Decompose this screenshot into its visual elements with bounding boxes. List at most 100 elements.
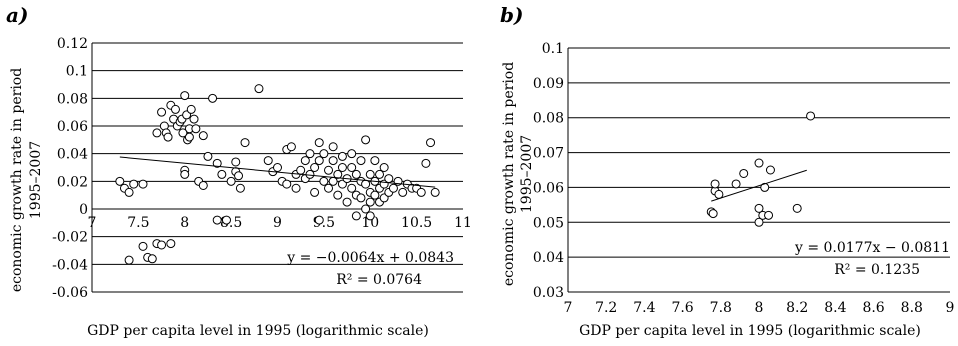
panel-b-trendline: [711, 169, 807, 202]
panel-a-data-point: [314, 138, 324, 148]
panel-a-data-point: [157, 240, 167, 250]
panel-a-data-point: [356, 156, 366, 166]
panel-a-trendline: [119, 156, 436, 188]
panel-b-y-tick-label: 0.07: [533, 146, 564, 162]
panel-a-data-point: [186, 104, 196, 114]
panel-a-equation: y = −0.0064x + 0.0843: [286, 250, 454, 266]
panel-b-label: b): [500, 3, 523, 27]
panel-b-data-point: [731, 179, 741, 189]
panel-b-y-tick-labels: 0.03 0.04 0.05 0.06 0.07 0.08 0.09 0.1: [533, 41, 564, 301]
panel-b-r-squared: R² = 0.1235: [834, 262, 920, 278]
panel-a-data-point: [416, 187, 426, 197]
panel-a-data-point: [212, 215, 222, 225]
panel-a-x-tick-label: 11: [454, 215, 472, 231]
panel-a-data-point: [365, 211, 375, 221]
panel-a-x-tick-label: 10: [361, 215, 379, 231]
panel-b-x-tick-label: 8: [755, 300, 764, 316]
panel-b-data-point: [754, 217, 764, 227]
panel-a-data-point: [347, 183, 357, 193]
panel-a-x-tick-label: 10.5: [401, 215, 432, 231]
panel-b-y-tick-label: 0.06: [533, 180, 564, 196]
panel-a-y-axis-label-line2: 1995–2007: [28, 141, 44, 219]
panel-b-x-tick-label: 8.6: [862, 300, 884, 316]
panel-a-data-point: [333, 169, 343, 179]
panel-a-data-point: [351, 211, 361, 221]
panel-b-x-tick-label: 7.2: [595, 300, 617, 316]
panel-a-data-point: [347, 163, 357, 172]
panel-a-y-axis-label-line1: economic growth rate in period: [9, 68, 25, 292]
panel-a-data-point: [361, 204, 371, 214]
panel-a-x-axis-label: GDP per capita level in 1995 (logarithmi…: [87, 323, 429, 339]
panel-b-x-tick-label: 7: [564, 300, 573, 316]
panel-a-data-point: [384, 174, 394, 184]
panel-a-data-point: [184, 132, 194, 142]
panel-a-data-point: [314, 156, 324, 166]
panel-a-data-point: [166, 239, 176, 249]
panel-a-y-tick-label: 0.12: [57, 36, 88, 52]
panel-a-data-point: [147, 254, 157, 264]
panel-b-y-axis-label-line1: economic growth rate in period: [501, 62, 517, 286]
panel-b-x-axis-label: GDP per capita level in 1995 (logarithmi…: [579, 323, 921, 339]
panel-b-x-tick-label: 8.4: [824, 300, 846, 316]
panel-b-data-point: [739, 168, 749, 178]
panel-a-x-tick-labels: 7 7.5 8 8.5 9 9.5 10 10.5 11: [88, 215, 472, 231]
panel-b-x-tick-label: 9: [946, 300, 955, 316]
panel-b-data-point: [765, 165, 775, 175]
panel-a-y-tick-label: 0.06: [57, 119, 88, 135]
panel-a-data-point: [203, 151, 213, 161]
panel-a-r-squared: R² = 0.0764: [336, 272, 422, 288]
panel-a-data-point: [337, 151, 347, 161]
panel-a-data-point: [138, 179, 148, 189]
panel-a-data-point: [333, 190, 343, 200]
panel-b-data-point: [754, 203, 764, 213]
panel-a-data-point: [375, 169, 385, 179]
panel-a-data-point: [152, 128, 162, 138]
panel-a-data-point: [421, 158, 431, 168]
panel-a-data-point: [291, 183, 301, 193]
panel-a-data-point: [170, 104, 180, 114]
panel-a-y-tick-labels: -0.06 -0.04 -0.02 0 0.02 0.04 0.06 0.08 0.1 0.12: [52, 36, 88, 301]
panel-a-data-point: [254, 84, 264, 94]
panel-a-y-tick-label: -0.02: [52, 230, 88, 246]
panel-a-data-point: [124, 187, 134, 197]
panel-a-data-point: [365, 197, 375, 207]
panel-a-data-point: [337, 163, 347, 172]
panel-a-data-point: [286, 142, 296, 152]
panel-a-data-point: [370, 190, 380, 200]
panel-a-x-tick-label: 7.5: [127, 215, 149, 231]
panel-a-data-point: [430, 187, 440, 197]
panel-a-data-point: [180, 169, 190, 179]
panel-a-data-point: [305, 149, 315, 159]
panel-a-data-point: [163, 132, 173, 142]
panel-b-data-point: [710, 179, 720, 189]
panel-b-data-point: [764, 210, 774, 220]
panel-b-y-tick-label: 0.1: [542, 41, 564, 57]
panel-a-data-point: [178, 128, 188, 138]
panel-a-data-point: [426, 138, 436, 148]
panel-a-data-point: [314, 215, 324, 225]
panel-a-data-point: [342, 197, 352, 207]
panel-a-data-point: [324, 165, 334, 175]
panel-a-data-point: [398, 187, 408, 197]
panel-b-x-tick-label: 8.2: [786, 300, 808, 316]
panel-a-data-point: [263, 156, 273, 166]
panel-b-y-tick-label: 0.05: [533, 215, 564, 231]
panel-a-y-tick-label: 0.02: [57, 174, 88, 190]
panel-a-y-tick-label: 0.1: [66, 64, 88, 80]
panel-a-y-tick-label: 0.08: [57, 91, 88, 107]
panel-a-data-point: [361, 179, 371, 189]
panel-a-data-point: [356, 193, 366, 203]
panel-a-data-point: [351, 169, 361, 179]
panel-a-data-point: [310, 163, 320, 172]
panel-a-data-point: [328, 156, 338, 166]
panel-a-data-point: [347, 149, 357, 159]
panel-a-data-point: [221, 215, 231, 225]
panel-a-x-tick-label: 7: [88, 215, 97, 231]
panel-b-y-tick-label: 0.08: [533, 111, 564, 127]
panel-a-data-point: [310, 187, 320, 197]
panel-a-data-point: [191, 124, 201, 134]
panel-a-data-point: [234, 171, 244, 181]
panel-a-y-tick-label: -0.04: [52, 257, 88, 273]
panel-b-data-point: [792, 203, 802, 213]
panel-a-data-point: [319, 176, 329, 186]
